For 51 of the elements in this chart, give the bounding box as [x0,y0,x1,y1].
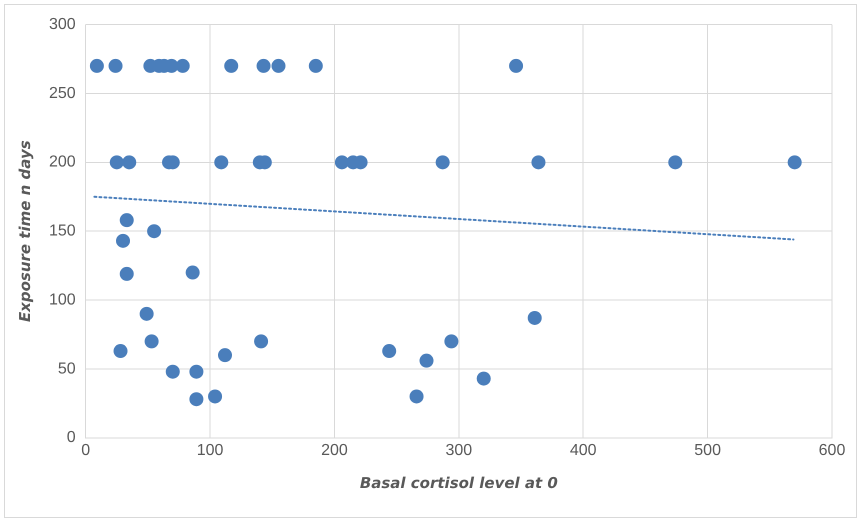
point [256,58,271,73]
point [208,389,222,404]
y-tick-label: 300 [48,16,76,34]
point [420,354,434,368]
point [436,155,450,170]
point [114,344,128,358]
x-tick-label: 600 [818,442,846,459]
point [254,334,268,348]
point [90,58,104,73]
point [509,58,524,73]
point [186,266,200,280]
x-axis-title: Basal cortisol level at 0 [360,474,558,492]
x-tick-label: 400 [570,442,597,459]
point [218,348,232,362]
x-tick-label: 100 [196,442,224,459]
x-tick-label: 300 [445,442,472,459]
x-tick-label: 500 [694,442,722,459]
point [382,344,396,358]
point [271,58,286,73]
point [531,155,546,170]
point [189,364,204,379]
x-tick-label: 0 [81,442,90,459]
point [166,364,180,379]
point [176,58,190,73]
point [110,155,124,170]
point [116,234,130,248]
point [308,58,323,73]
y-axis-title: Exposure time n days [16,140,34,322]
point [224,58,238,73]
point [108,58,123,73]
y-tick-label: 250 [48,84,76,102]
point [120,266,134,281]
point [444,334,458,348]
y-tick-label: 150 [48,222,76,240]
point [214,155,228,170]
point [476,372,491,386]
y-tick-label: 100 [48,291,76,308]
y-tick-label: 50 [58,360,76,378]
point [147,224,162,238]
point [144,334,159,348]
point [122,155,136,170]
point [120,213,134,228]
y-tick-label: 200 [48,154,76,171]
point [410,389,424,404]
point [140,306,154,321]
point [788,155,802,170]
y-tick-label: 0 [66,429,76,446]
point [668,155,682,170]
point [528,310,542,325]
point [189,392,204,406]
x-tick-label: 200 [321,442,348,459]
